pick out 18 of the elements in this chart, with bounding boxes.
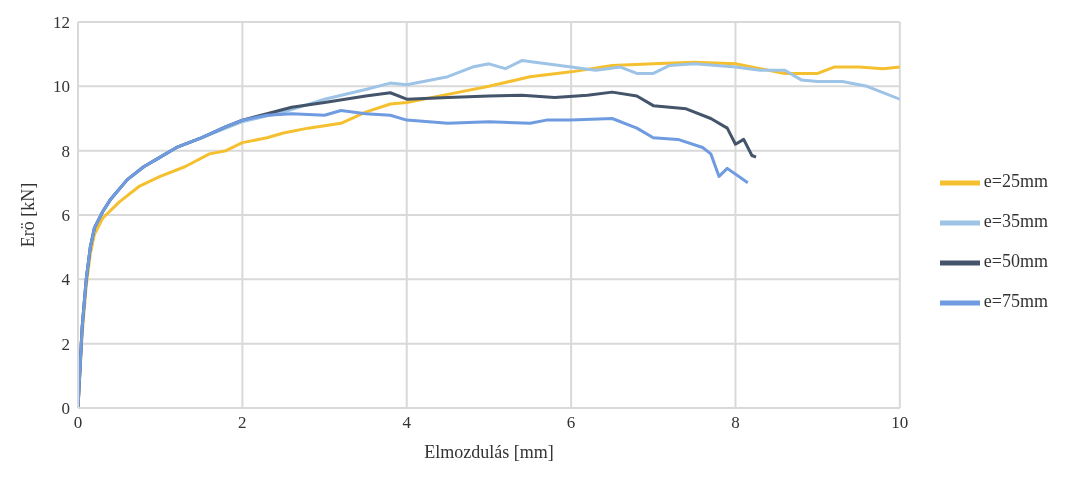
- x-tick-label: 4: [402, 413, 412, 433]
- x-tick-label: 2: [238, 413, 247, 433]
- y-tick-label: 8: [61, 141, 70, 161]
- y-tick-label: 12: [53, 13, 70, 33]
- legend-label: e=75mm: [983, 291, 1048, 312]
- y-tick-label: 4: [61, 270, 71, 290]
- x-axis-title: Elmozdulás [mm]: [424, 442, 554, 462]
- legend-label: e=25mm: [983, 171, 1048, 192]
- y-tick-label: 0: [61, 399, 70, 419]
- x-tick-label: 8: [731, 413, 740, 433]
- y-tick-label: 10: [53, 77, 70, 97]
- legend-label: e=35mm: [983, 211, 1048, 232]
- y-tick-label: 6: [61, 206, 70, 226]
- x-tick-label: 10: [891, 413, 909, 433]
- legend-label: e=50mm: [983, 251, 1048, 272]
- x-tick-label: 6: [566, 413, 576, 433]
- y-tick-label: 2: [61, 334, 70, 354]
- y-axis-title: Erö [kN]: [18, 182, 39, 248]
